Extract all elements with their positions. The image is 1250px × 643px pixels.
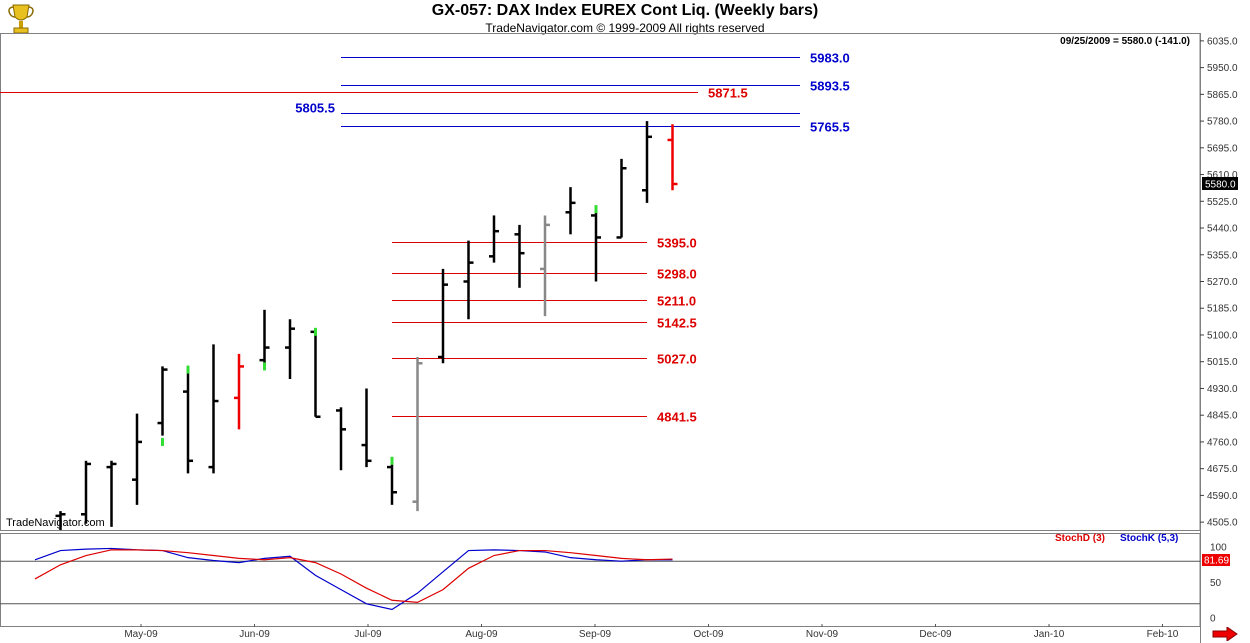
ohlc-bar — [81, 460, 91, 524]
level-label: 5211.0 — [657, 294, 696, 309]
ohlc-bar — [336, 407, 346, 471]
y-tick-label: 5440.0 — [1207, 224, 1238, 235]
ohlc-bar — [157, 366, 168, 446]
ohlc-bar — [438, 268, 448, 364]
x-tick-label: Aug-09 — [465, 629, 498, 640]
level-label: 5765.5 — [810, 120, 850, 135]
y-tick-label: 5100.0 — [1207, 330, 1238, 341]
ohlc-bar — [310, 327, 321, 419]
y-tick-label: 4760.0 — [1207, 437, 1238, 448]
y-tick-label: 5950.0 — [1207, 63, 1238, 74]
level-label: 5893.5 — [810, 79, 850, 94]
ohlc-bar — [412, 356, 423, 512]
x-tick-label: Jul-09 — [354, 629, 382, 640]
y-tick-label: 5780.0 — [1207, 117, 1238, 128]
ohlc-bar — [565, 187, 576, 235]
stoch-last-value-label: 81.69 — [1204, 556, 1229, 567]
level-label: 5983.0 — [810, 51, 850, 66]
ohlc-bar — [183, 365, 193, 474]
level-label: 5298.0 — [657, 267, 697, 282]
last-price-box — [1202, 176, 1238, 190]
x-tick-label: Nov-09 — [806, 629, 839, 640]
chart-subtitle: TradeNavigator.com © 1999-2009 All right… — [485, 21, 765, 35]
y-tick-label: 4675.0 — [1207, 464, 1238, 475]
y-tick-label: 4845.0 — [1207, 411, 1238, 422]
y-tick-label: 4590.0 — [1207, 491, 1238, 502]
y-tick-label: 5355.0 — [1207, 250, 1238, 261]
ohlc-bar — [132, 413, 142, 505]
stochd-legend: StochD (3) — [1055, 533, 1105, 544]
last-price-info: 09/25/2009 = 5580.0 (-141.0) — [1060, 36, 1190, 47]
level-label: 5142.5 — [657, 316, 697, 331]
y-tick-label: 5610.0 — [1207, 170, 1238, 181]
ohlc-bar — [285, 319, 295, 380]
price-panel-frame — [0, 33, 1201, 531]
brand-watermark: TradeNavigator.com — [6, 517, 105, 529]
x-tick-label: Oct-09 — [693, 629, 723, 640]
y-tick-label: 5185.0 — [1207, 304, 1238, 315]
ohlc-bar — [667, 124, 678, 191]
level-label: 4841.5 — [657, 410, 697, 425]
ohlc-bar — [234, 353, 244, 430]
x-tick-label: Dec-09 — [919, 629, 952, 640]
ohlc-bar — [208, 344, 219, 474]
ohlc-bar — [489, 215, 499, 263]
level-label: 5805.5 — [295, 101, 335, 116]
y-tick-label: 5525.0 — [1207, 197, 1238, 208]
stoch-series-line — [34, 547, 673, 611]
ohlc-bar — [387, 456, 397, 505]
x-tick-label: May-09 — [124, 629, 158, 640]
last-price-label: 5580.0 — [1205, 179, 1236, 190]
y-tick-label: 6035.0 — [1207, 36, 1238, 47]
stoch-series-line — [34, 549, 673, 603]
level-label: 5395.0 — [657, 236, 697, 251]
stoch-y-tick-label: 50 — [1210, 578, 1222, 589]
y-tick-label: 5270.0 — [1207, 277, 1238, 288]
trophy-logo-icon — [8, 4, 34, 34]
ohlc-bar — [106, 460, 117, 527]
stoch-y-tick-label: 100 — [1210, 543, 1227, 554]
x-tick-label: Jan-10 — [1034, 629, 1065, 640]
y-tick-label: 5695.0 — [1207, 143, 1238, 154]
ohlc-bar — [514, 224, 525, 288]
x-tick-label: Jun-09 — [239, 629, 270, 640]
y-tick-label: 5865.0 — [1207, 90, 1238, 101]
ohlc-bar — [540, 215, 550, 317]
y-tick-label: 4930.0 — [1207, 384, 1238, 395]
ohlc-bar — [463, 240, 474, 320]
ohlc-bar — [55, 511, 66, 530]
right-arrow-icon[interactable] — [1212, 627, 1238, 641]
x-tick-label: Feb-10 — [1147, 629, 1179, 640]
chart-title: GX-057: DAX Index EUREX Cont Liq. (Weekl… — [431, 2, 819, 19]
stoch-last-value-box — [1202, 554, 1230, 567]
stoch-panel-frame — [0, 533, 1201, 627]
y-tick-label: 4505.0 — [1207, 518, 1238, 529]
level-label: 5871.5 — [708, 86, 748, 101]
ohlc-bar — [361, 388, 372, 468]
stochk-legend: StochK (5,3) — [1120, 533, 1179, 544]
ohlc-bar — [259, 309, 270, 371]
level-label: 5027.0 — [657, 352, 697, 367]
ohlc-bar — [642, 121, 652, 203]
y-tick-label: 5015.0 — [1207, 357, 1238, 368]
ohlc-bar — [591, 205, 601, 282]
ohlc-bar — [616, 158, 627, 239]
stoch-y-tick-label: 0 — [1210, 614, 1216, 625]
x-tick-label: Sep-09 — [579, 629, 612, 640]
